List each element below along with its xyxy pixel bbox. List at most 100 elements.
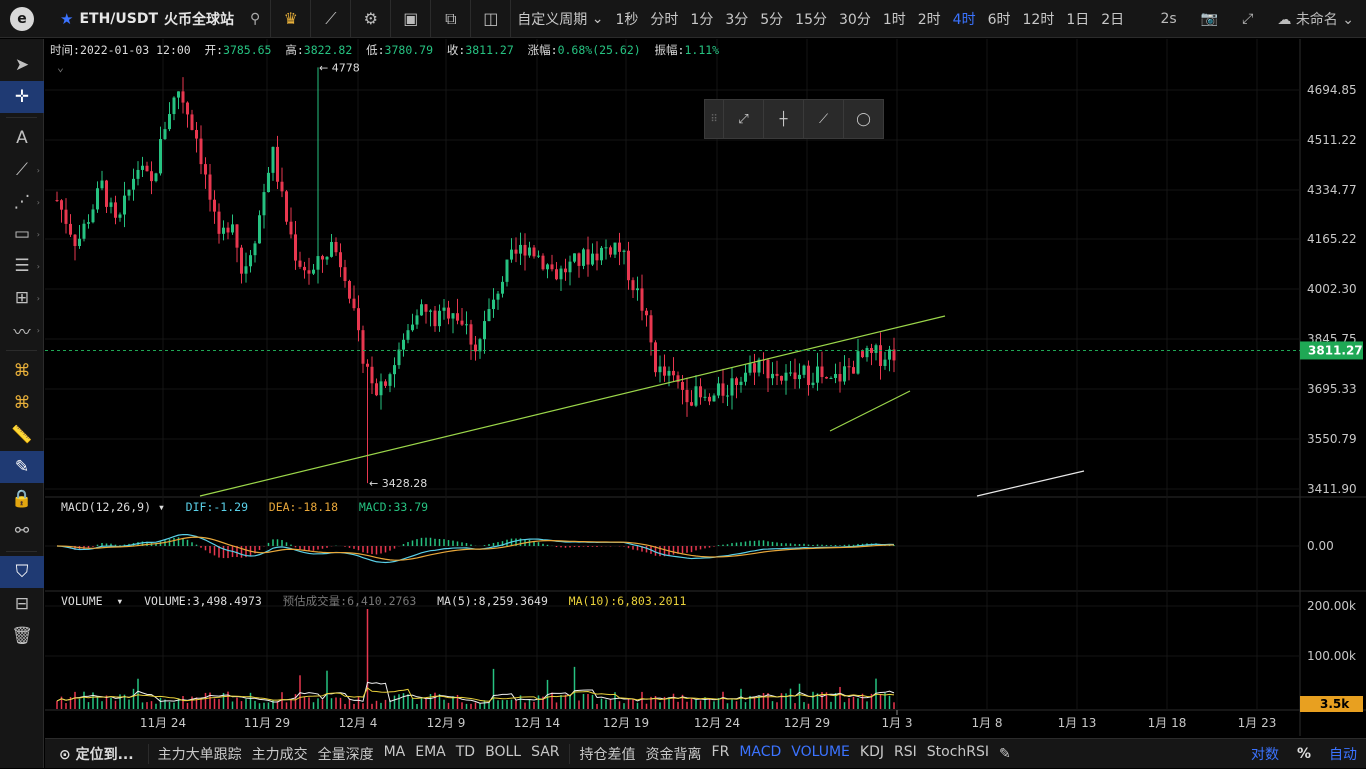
crosshair-icon[interactable]: ✛ xyxy=(0,81,44,113)
indicator-8[interactable]: 持仓差值 xyxy=(568,743,641,764)
settings-gear-icon[interactable]: ⚙ xyxy=(350,0,390,38)
indicator-icon[interactable]: ⟋ xyxy=(310,0,350,38)
indicator-3[interactable]: MA xyxy=(383,743,406,760)
indicator-15[interactable]: StochRSI xyxy=(926,743,990,760)
indicator-5[interactable]: TD xyxy=(455,743,476,760)
period-9[interactable]: 4时 xyxy=(952,11,976,28)
locate-button[interactable]: ⊙ 定位到... xyxy=(59,746,134,763)
grid-tool-icon[interactable]: ⊞ › xyxy=(14,288,40,308)
candle-body xyxy=(609,247,612,255)
pointer-arrow-icon[interactable]: ➤ xyxy=(14,55,30,75)
indicator-1[interactable]: 主力成交 xyxy=(251,746,308,763)
search-icon[interactable]: ⚲ xyxy=(250,10,261,27)
fullscreen-icon[interactable]: ⤢ xyxy=(1242,11,1254,27)
period-4[interactable]: 5分 xyxy=(760,11,784,28)
camera-icon[interactable]: 📷 xyxy=(1200,11,1219,27)
candle-body xyxy=(816,366,819,383)
fib-tool-icon[interactable]: ⋰ › xyxy=(13,192,41,212)
ray-line-icon[interactable]: ⤢ xyxy=(723,100,763,138)
candle-body xyxy=(267,172,270,193)
template-icon[interactable]: ▣ xyxy=(390,0,430,38)
time-tick-label: 12月 9 xyxy=(427,716,466,730)
magnet-strong-icon[interactable]: ⌘ xyxy=(13,393,31,413)
candle-body xyxy=(204,164,207,175)
ellipse-icon[interactable]: ◯ xyxy=(843,100,883,138)
copy-icon[interactable]: ⧉ xyxy=(430,0,470,38)
period-2[interactable]: 1分 xyxy=(690,11,714,28)
candle-body xyxy=(487,309,491,322)
candle-body xyxy=(663,366,666,376)
app-logo[interactable]: e xyxy=(0,0,44,38)
period-13[interactable]: 2日 xyxy=(1101,11,1125,28)
symbol-selector[interactable]: ★ ETH/USDT 火币全球站 ⚲ xyxy=(44,0,270,38)
indicator-14[interactable]: RSI xyxy=(894,743,917,760)
hide-drawings-icon[interactable]: ⚯ xyxy=(14,521,30,541)
crown-icon[interactable]: ♛ xyxy=(270,0,310,38)
layout-icon[interactable]: ◫ xyxy=(470,0,510,38)
candle-body xyxy=(595,253,599,261)
price-tick-label: 3550.79 xyxy=(1307,432,1357,446)
candle-body xyxy=(726,395,729,397)
lock-icon[interactable]: 🔒 xyxy=(11,489,33,509)
edit-indicators-icon[interactable]: ✎ xyxy=(999,745,1011,762)
chart-area[interactable]: 4694.85 4511.22 4334.77 4165.22 4002.30 3845.… xyxy=(45,39,1366,736)
magnet-icon[interactable]: ⌘ xyxy=(13,361,31,381)
shape-tool-icon[interactable]: ▭ › xyxy=(13,224,40,244)
trendline-tool-icon[interactable]: ⟋ › xyxy=(16,160,40,180)
candle-body xyxy=(793,372,797,380)
candle-body xyxy=(397,349,401,366)
horizontal-line-tool-icon[interactable]: ☰ › xyxy=(14,256,40,276)
indicator-7[interactable]: SAR xyxy=(531,743,560,760)
candle-body xyxy=(177,91,180,98)
period-12[interactable]: 1日 xyxy=(1066,11,1090,28)
horizontal-ray-icon[interactable]: ┼ xyxy=(763,100,803,138)
wave-tool-icon[interactable]: 〰 › xyxy=(13,322,41,343)
indicator-0[interactable]: 主力大单跟踪 xyxy=(157,746,242,763)
period-0[interactable]: 1秒 xyxy=(615,11,639,28)
candle-body xyxy=(649,315,653,343)
collapse-legend-chevron-icon[interactable]: ⌄ xyxy=(57,60,64,74)
custom-period-dropdown[interactable]: 自定义周期 ⌄ xyxy=(517,10,604,28)
segment-line-icon[interactable]: ⟋ xyxy=(803,100,843,138)
period-3[interactable]: 3分 xyxy=(725,11,749,28)
candle-body xyxy=(100,180,104,189)
auto-scale-toggle[interactable]: 自动 xyxy=(1329,747,1357,763)
logo-mark: e xyxy=(10,6,34,31)
log-scale-toggle[interactable]: 对数 xyxy=(1250,747,1279,763)
candle-body xyxy=(127,189,131,196)
exchange-name: 火币全球站 xyxy=(164,11,235,28)
bookmark-icon[interactable]: ⛉ xyxy=(0,556,44,588)
candle-body xyxy=(159,139,162,174)
favorite-star-icon[interactable]: ★ xyxy=(60,9,74,28)
indicator-10[interactable]: FR xyxy=(711,743,730,760)
object-tree-icon[interactable]: ⊟ xyxy=(14,594,30,614)
trash-icon[interactable]: 🗑 xyxy=(11,626,33,646)
drag-handle-icon[interactable]: ⠿ xyxy=(710,113,718,125)
indicator-6[interactable]: BOLL xyxy=(485,743,522,760)
period-10[interactable]: 6时 xyxy=(987,11,1011,28)
time-tick-label: 12月 24 xyxy=(694,716,740,730)
candle-body xyxy=(478,339,482,352)
ruler-icon[interactable]: 📏 xyxy=(11,425,33,445)
percent-scale-toggle[interactable]: % xyxy=(1296,746,1311,762)
refresh-interval[interactable]: 2s xyxy=(1160,11,1177,27)
period-11[interactable]: 12时 xyxy=(1022,11,1055,28)
indicator-4[interactable]: EMA xyxy=(415,743,446,760)
period-1[interactable]: 分时 xyxy=(650,11,679,28)
period-8[interactable]: 2时 xyxy=(917,11,941,28)
text-tool-icon[interactable]: A xyxy=(16,128,28,148)
indicator-11[interactable]: MACD xyxy=(739,743,782,760)
cloud-save-icon[interactable]: ☁ 未命名 ⌄ xyxy=(1277,12,1354,28)
period-5[interactable]: 15分 xyxy=(795,11,827,28)
time-tick-label: 12月 14 xyxy=(514,716,560,730)
chart-canvas[interactable]: 4694.854511.224334.774165.224002.303845.… xyxy=(45,39,1366,736)
period-7[interactable]: 1时 xyxy=(882,11,906,28)
draw-mode-icon[interactable]: ✎ xyxy=(0,451,44,483)
time-tick-label: 1月 8 xyxy=(971,716,1002,730)
indicator-13[interactable]: KDJ xyxy=(859,743,884,760)
indicator-2[interactable]: 全量深度 xyxy=(317,746,374,763)
candle-body xyxy=(433,310,437,327)
indicator-9[interactable]: 资金背离 xyxy=(645,746,702,763)
indicator-12[interactable]: VOLUME xyxy=(791,743,850,760)
period-6[interactable]: 30分 xyxy=(839,11,871,28)
